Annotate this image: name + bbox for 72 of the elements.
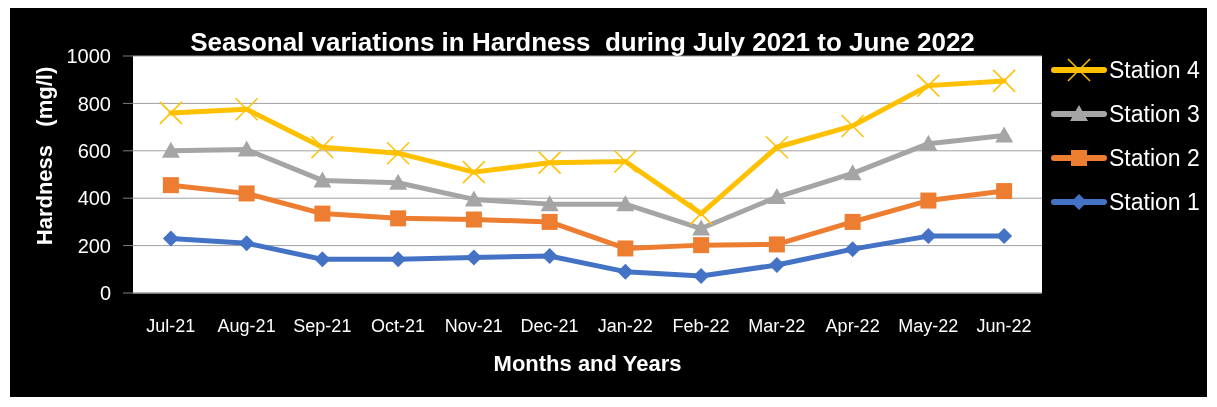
x-tick-label: May-22	[898, 315, 959, 336]
y-axis-title: Hardness (mg/l)	[32, 66, 57, 246]
point	[613, 149, 638, 174]
point	[992, 69, 1016, 93]
point	[693, 267, 710, 284]
point	[693, 237, 710, 254]
point	[313, 171, 332, 188]
point	[541, 213, 558, 230]
point	[617, 263, 634, 280]
point	[692, 219, 711, 236]
x-tick-label: Jan-22	[597, 315, 653, 336]
point	[310, 135, 335, 159]
point	[537, 150, 562, 175]
point	[462, 160, 486, 184]
x-tick-label: Mar-22	[748, 315, 806, 336]
x-tick-label: Feb-22	[672, 315, 730, 336]
point	[616, 195, 635, 212]
point	[765, 135, 789, 159]
y-tick-label: 0	[99, 282, 111, 305]
point	[916, 73, 941, 98]
point	[465, 249, 482, 266]
y-tick-label: 200	[77, 234, 111, 257]
x-tick-label: Aug-21	[217, 315, 276, 336]
x-tick-label: Nov-21	[444, 315, 503, 336]
point	[162, 177, 179, 194]
x-tick-label: Oct-21	[371, 315, 426, 336]
point	[314, 251, 331, 268]
point	[919, 134, 938, 151]
x-axis-title: Months and Years	[493, 351, 682, 376]
point	[617, 240, 634, 257]
point	[920, 192, 937, 209]
point	[540, 195, 559, 212]
point	[767, 188, 786, 205]
point	[465, 211, 482, 228]
legend-label: Station 3	[1109, 100, 1200, 128]
point	[390, 210, 407, 227]
point	[844, 241, 861, 258]
x-tick-label: Apr-22	[825, 315, 880, 336]
point	[768, 236, 785, 253]
y-tick-label: 600	[77, 139, 111, 162]
point	[843, 164, 862, 181]
legend-label: Station 2	[1109, 144, 1200, 172]
point	[464, 190, 483, 207]
point	[386, 141, 410, 165]
y-tick-label: 400	[77, 187, 111, 210]
point	[996, 228, 1013, 245]
point	[237, 140, 256, 157]
point	[314, 205, 331, 222]
point	[238, 185, 255, 202]
point	[234, 97, 259, 122]
point	[996, 183, 1013, 200]
point	[389, 173, 408, 190]
x-tick-label: Jun-22	[976, 315, 1032, 336]
x-tick-label: Sep-21	[293, 315, 352, 336]
point	[840, 114, 865, 138]
point	[844, 213, 861, 230]
point	[920, 228, 937, 245]
point	[159, 101, 183, 125]
point	[161, 141, 180, 158]
x-tick-label: Jul-21	[146, 315, 196, 336]
y-tick-label: 1000	[66, 45, 111, 68]
point	[541, 248, 558, 265]
point	[162, 230, 179, 247]
point	[238, 235, 255, 252]
chart-title: Seasonal variations in Hardness during July 2021 to June 2022	[190, 27, 975, 57]
legend-label: Station 1	[1109, 188, 1200, 216]
x-tick-label: Dec-21	[520, 315, 579, 336]
legend-label: Station 4	[1109, 56, 1200, 84]
point	[689, 201, 713, 226]
point	[995, 126, 1014, 143]
y-tick-label: 800	[77, 92, 111, 115]
point	[768, 257, 785, 274]
